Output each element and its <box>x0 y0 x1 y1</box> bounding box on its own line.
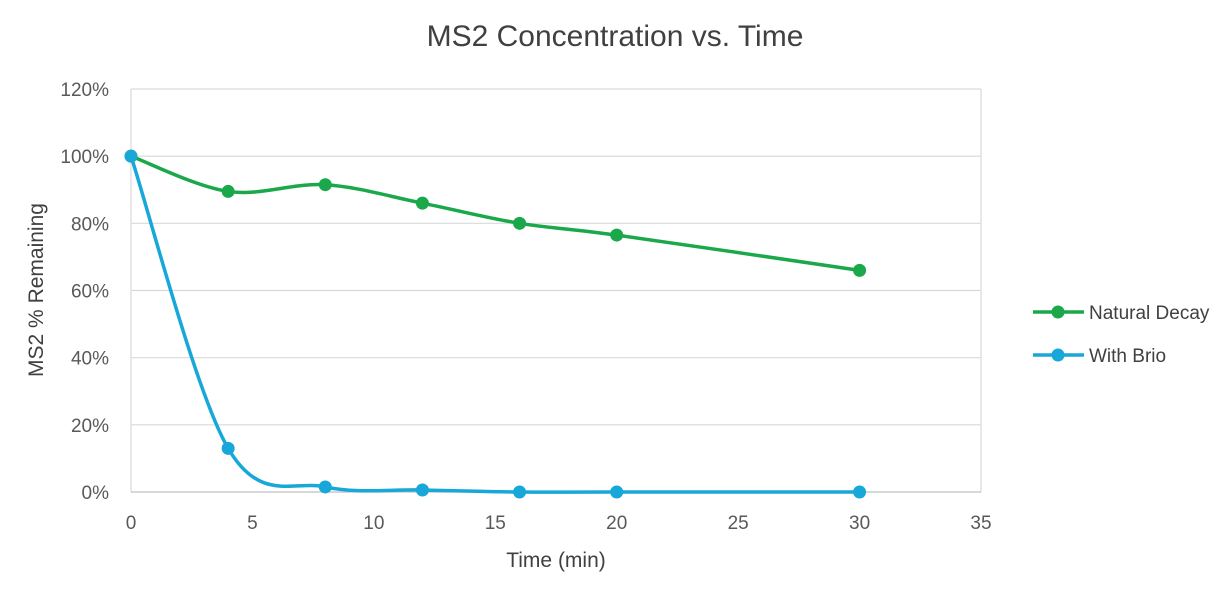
series-markers <box>124 149 867 499</box>
legend: Natural Decay With Brio <box>1033 303 1210 367</box>
data-point-natural-decay <box>221 184 235 198</box>
x-tick-label: 15 <box>485 513 506 534</box>
data-point-natural-decay <box>853 263 867 277</box>
y-axis-ticks: 0% 20% 40% 60% 80% 100% 120% <box>60 80 109 504</box>
data-point-with-brio <box>610 485 624 499</box>
y-tick-label: 0% <box>82 483 110 504</box>
y-tick-label: 20% <box>71 416 109 437</box>
y-tick-label: 100% <box>60 147 109 168</box>
legend-marker-natural-decay <box>1051 305 1065 319</box>
data-point-natural-decay <box>513 216 527 230</box>
data-point-natural-decay <box>610 228 624 242</box>
data-point-natural-decay <box>415 196 429 210</box>
legend-label-with-brio: With Brio <box>1089 346 1166 367</box>
x-axis-ticks: 0 5 10 15 20 25 30 35 <box>126 513 992 534</box>
x-tick-label: 25 <box>728 513 749 534</box>
x-tick-label: 35 <box>970 513 991 534</box>
x-tick-label: 0 <box>126 513 137 534</box>
x-tick-label: 5 <box>247 513 258 534</box>
x-tick-label: 20 <box>606 513 627 534</box>
data-point-with-brio <box>124 149 138 163</box>
data-point-natural-decay <box>318 178 332 192</box>
series-lines <box>129 154 862 494</box>
data-point-with-brio <box>415 483 429 497</box>
chart-title: MS2 Concentration vs. Time <box>427 20 804 53</box>
data-point-with-brio <box>221 441 235 455</box>
y-axis-label: MS2 % Remaining <box>25 203 48 377</box>
x-axis-label: Time (min) <box>506 549 606 572</box>
data-point-with-brio <box>513 485 527 499</box>
data-point-with-brio <box>318 480 332 494</box>
legend-marker-with-brio <box>1051 348 1065 362</box>
series-line-natural-decay <box>129 154 862 273</box>
y-tick-label: 40% <box>71 349 109 370</box>
series-line-with-brio <box>129 154 862 494</box>
x-tick-label: 10 <box>363 513 384 534</box>
y-tick-label: 120% <box>60 80 109 101</box>
legend-label-natural-decay: Natural Decay <box>1089 303 1210 324</box>
y-tick-label: 60% <box>71 282 109 303</box>
x-tick-label: 30 <box>849 513 870 534</box>
legend-item-with-brio: With Brio <box>1033 346 1166 367</box>
y-tick-label: 80% <box>71 214 109 235</box>
legend-item-natural-decay: Natural Decay <box>1033 303 1210 324</box>
grid-lines <box>130 88 982 493</box>
data-point-with-brio <box>853 485 867 499</box>
